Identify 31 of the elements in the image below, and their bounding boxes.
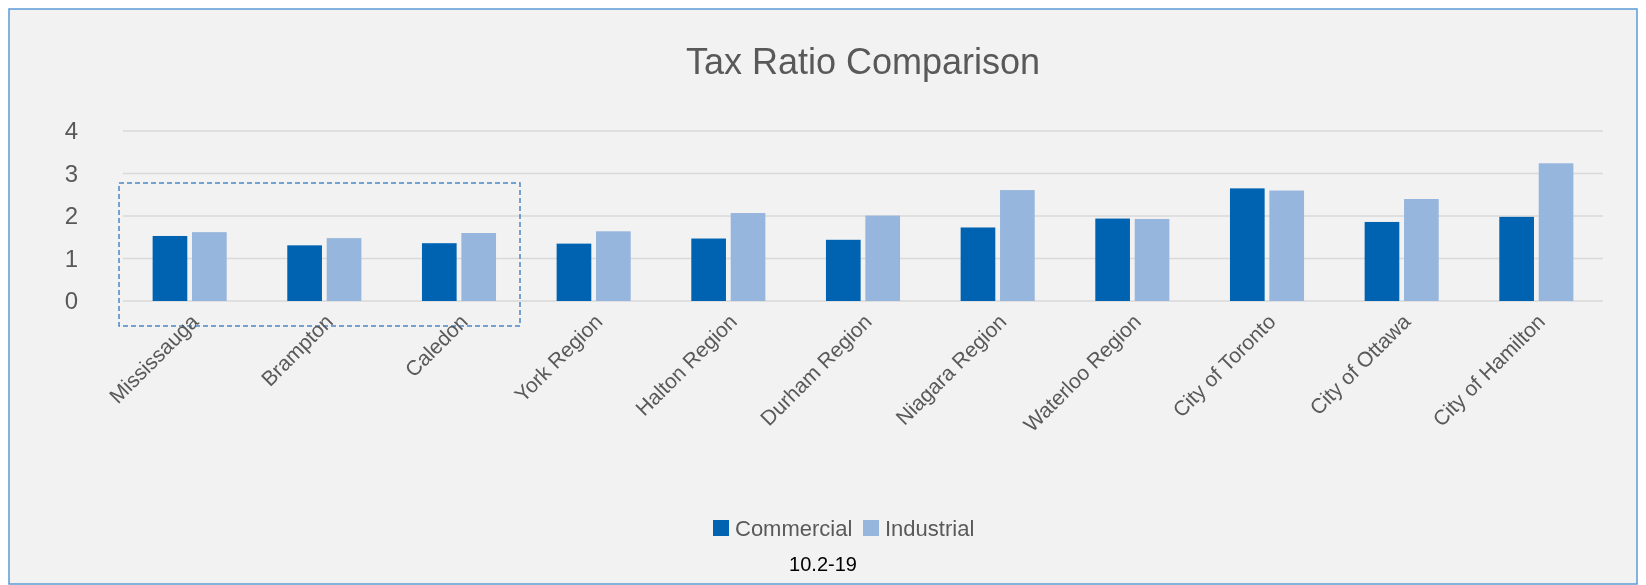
y-tick-label: 3 (64, 159, 78, 187)
bar (287, 245, 322, 301)
bar (1000, 190, 1035, 301)
bar (461, 233, 497, 301)
bar (596, 231, 631, 301)
bar (192, 232, 227, 301)
bar (865, 215, 901, 301)
legend-label: Industrial (885, 515, 975, 541)
bar (326, 238, 362, 301)
bar (730, 213, 766, 301)
bar (825, 239, 861, 301)
bar (1364, 221, 1400, 301)
bar (1269, 190, 1305, 301)
y-tick-label: 1 (64, 244, 78, 272)
bar (1095, 218, 1130, 301)
bar (152, 235, 188, 301)
y-tick-label: 0 (64, 287, 78, 315)
bar (691, 238, 726, 301)
chart-title: Tax Ratio Comparison (685, 41, 1041, 82)
bar (1229, 188, 1265, 301)
bar (421, 243, 457, 301)
text: 10.2-19 (789, 553, 857, 575)
y-tick-label: 4 (64, 117, 78, 145)
bar (960, 227, 996, 301)
bar (1538, 163, 1574, 301)
legend-label: Commercial (735, 515, 853, 541)
bar (1404, 199, 1439, 301)
bar (1134, 218, 1170, 301)
bar (1499, 216, 1534, 301)
y-tick-label: 2 (64, 202, 78, 230)
bar (556, 243, 592, 301)
